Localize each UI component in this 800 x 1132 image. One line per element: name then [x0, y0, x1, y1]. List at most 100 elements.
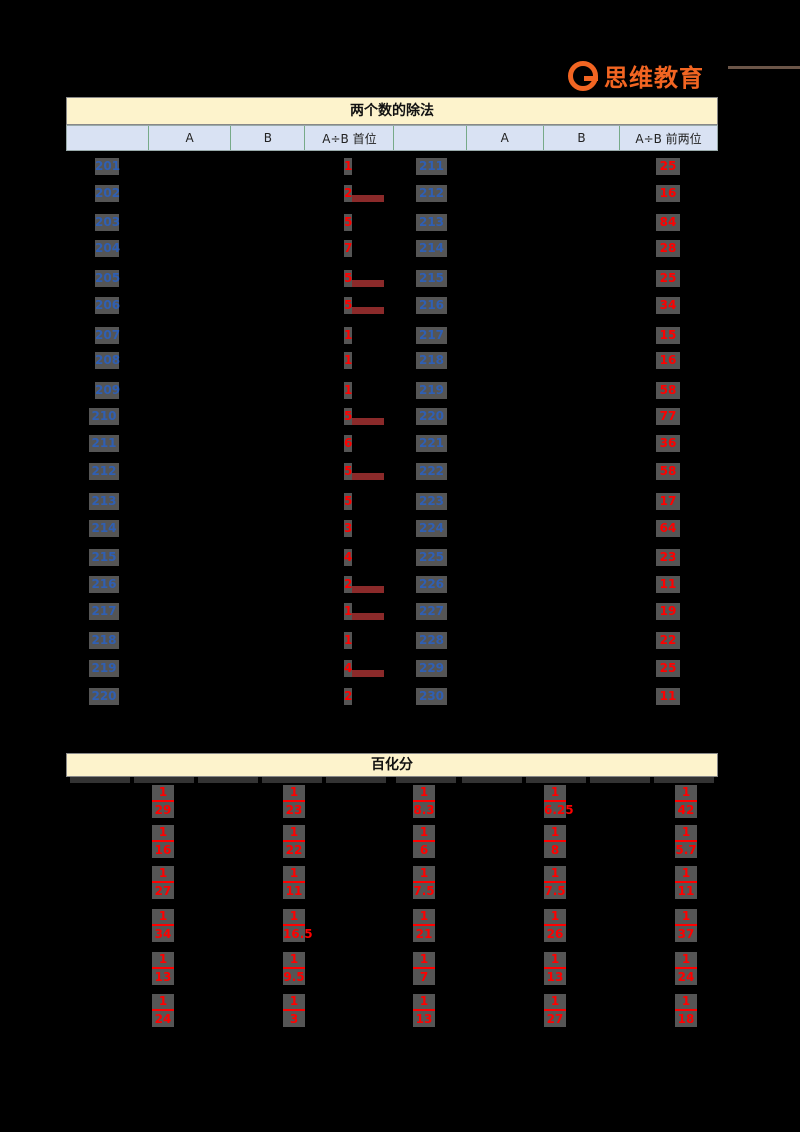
fraction-cell: 1 11	[675, 866, 697, 899]
right-label: 229	[416, 660, 447, 677]
fraction-cell: 1 13	[413, 994, 435, 1027]
right-answer: 16	[656, 185, 680, 202]
numerator: 1	[289, 825, 299, 839]
fraction-bar	[413, 1009, 435, 1011]
left-answer: 1	[344, 158, 353, 175]
numerator: 1	[681, 909, 691, 923]
left-label: 207	[95, 327, 121, 344]
fraction-bar	[283, 800, 305, 802]
fraction-cell: 1 6.25	[544, 785, 574, 818]
numerator: 1	[158, 909, 168, 923]
header-cell: B	[544, 126, 621, 150]
left-answer: 7	[344, 240, 353, 257]
right-answer: 58	[656, 382, 680, 399]
header-cell: B	[231, 126, 306, 150]
fraction-cell: 1 34	[152, 909, 174, 942]
right-label: 220	[416, 408, 447, 425]
right-answer: 11	[656, 576, 680, 593]
right-label: 225	[416, 549, 447, 566]
fraction-cell: 1 7.5	[413, 866, 435, 899]
header-strip	[134, 777, 194, 783]
right-answer: 77	[656, 408, 680, 425]
fraction-bar	[413, 800, 435, 802]
left-answer: 1	[344, 382, 353, 399]
denominator: 37	[677, 927, 695, 941]
left-answer: 5	[344, 214, 353, 231]
left-answer: 1	[344, 632, 353, 649]
fraction-cell: 1 37	[675, 909, 697, 942]
fraction-bar	[152, 1009, 174, 1011]
fraction-cell: 1 42	[675, 785, 697, 818]
left-answer: 4	[344, 549, 353, 566]
highlight-bar	[352, 418, 384, 425]
division-title: 两个数的除法	[66, 97, 718, 125]
left-label: 202	[95, 185, 121, 202]
denominator: 6.25	[544, 803, 574, 817]
brand-logo: 思维教育	[568, 58, 704, 93]
right-label: 218	[416, 352, 447, 369]
fraction-bar	[152, 967, 174, 969]
fraction-cell: 1 18	[675, 994, 697, 1027]
percent-title: 百化分	[66, 753, 718, 777]
numerator: 1	[550, 994, 560, 1008]
denominator: 22	[285, 843, 303, 857]
left-label: 208	[95, 352, 121, 369]
left-answer: 4	[344, 660, 353, 677]
numerator: 1	[550, 909, 560, 923]
fraction-bar	[283, 924, 305, 926]
numerator: 1	[681, 866, 691, 880]
left-label: 201	[95, 158, 121, 175]
fraction-bar	[675, 800, 697, 802]
left-answer: 1	[344, 352, 353, 369]
fraction-cell: 1 8.3	[413, 785, 435, 818]
fraction-cell: 1 16	[152, 825, 174, 858]
left-label: 213	[89, 493, 119, 510]
denominator: 23	[285, 803, 303, 817]
denominator: 29	[154, 803, 172, 817]
denominator: 7.5	[544, 884, 566, 898]
numerator: 1	[419, 994, 429, 1008]
numerator: 1	[550, 825, 560, 839]
right-label: 228	[416, 632, 447, 649]
highlight-bar	[352, 670, 384, 677]
fraction-bar	[675, 840, 697, 842]
header-cell: A	[149, 126, 232, 150]
header-strip	[198, 777, 258, 783]
numerator: 1	[419, 866, 429, 880]
fraction-cell: 1 24	[152, 994, 174, 1027]
denominator: 34	[154, 927, 172, 941]
right-label: 227	[416, 603, 447, 620]
fraction-bar	[544, 967, 566, 969]
right-label: 221	[416, 435, 447, 452]
header-cell: A÷B 首位	[305, 126, 395, 150]
denominator: 11	[285, 884, 303, 898]
right-answer: 58	[656, 463, 680, 480]
numerator: 1	[681, 994, 691, 1008]
logo-icon	[568, 60, 598, 91]
denominator: 9.5	[283, 970, 305, 984]
numerator: 1	[681, 785, 691, 799]
right-label: 217	[416, 327, 447, 344]
numerator: 1	[550, 785, 560, 799]
numerator: 1	[289, 952, 299, 966]
numerator: 1	[289, 909, 299, 923]
right-answer: 25	[656, 270, 680, 287]
denominator: 21	[415, 927, 433, 941]
header-strip	[462, 777, 522, 783]
fraction-bar	[283, 1009, 305, 1011]
highlight-bar	[352, 280, 384, 287]
right-label: 230	[416, 688, 447, 705]
left-label: 209	[95, 382, 121, 399]
right-label: 224	[416, 520, 447, 537]
fraction-bar	[413, 840, 435, 842]
fraction-bar	[283, 967, 305, 969]
left-answer: 5	[344, 463, 353, 480]
denominator: 27	[154, 884, 172, 898]
fraction-bar	[544, 840, 566, 842]
numerator: 1	[158, 785, 168, 799]
denominator: 24	[154, 1012, 172, 1026]
denominator: 7	[419, 970, 429, 984]
header-strip	[590, 777, 650, 783]
left-label: 217	[89, 603, 119, 620]
